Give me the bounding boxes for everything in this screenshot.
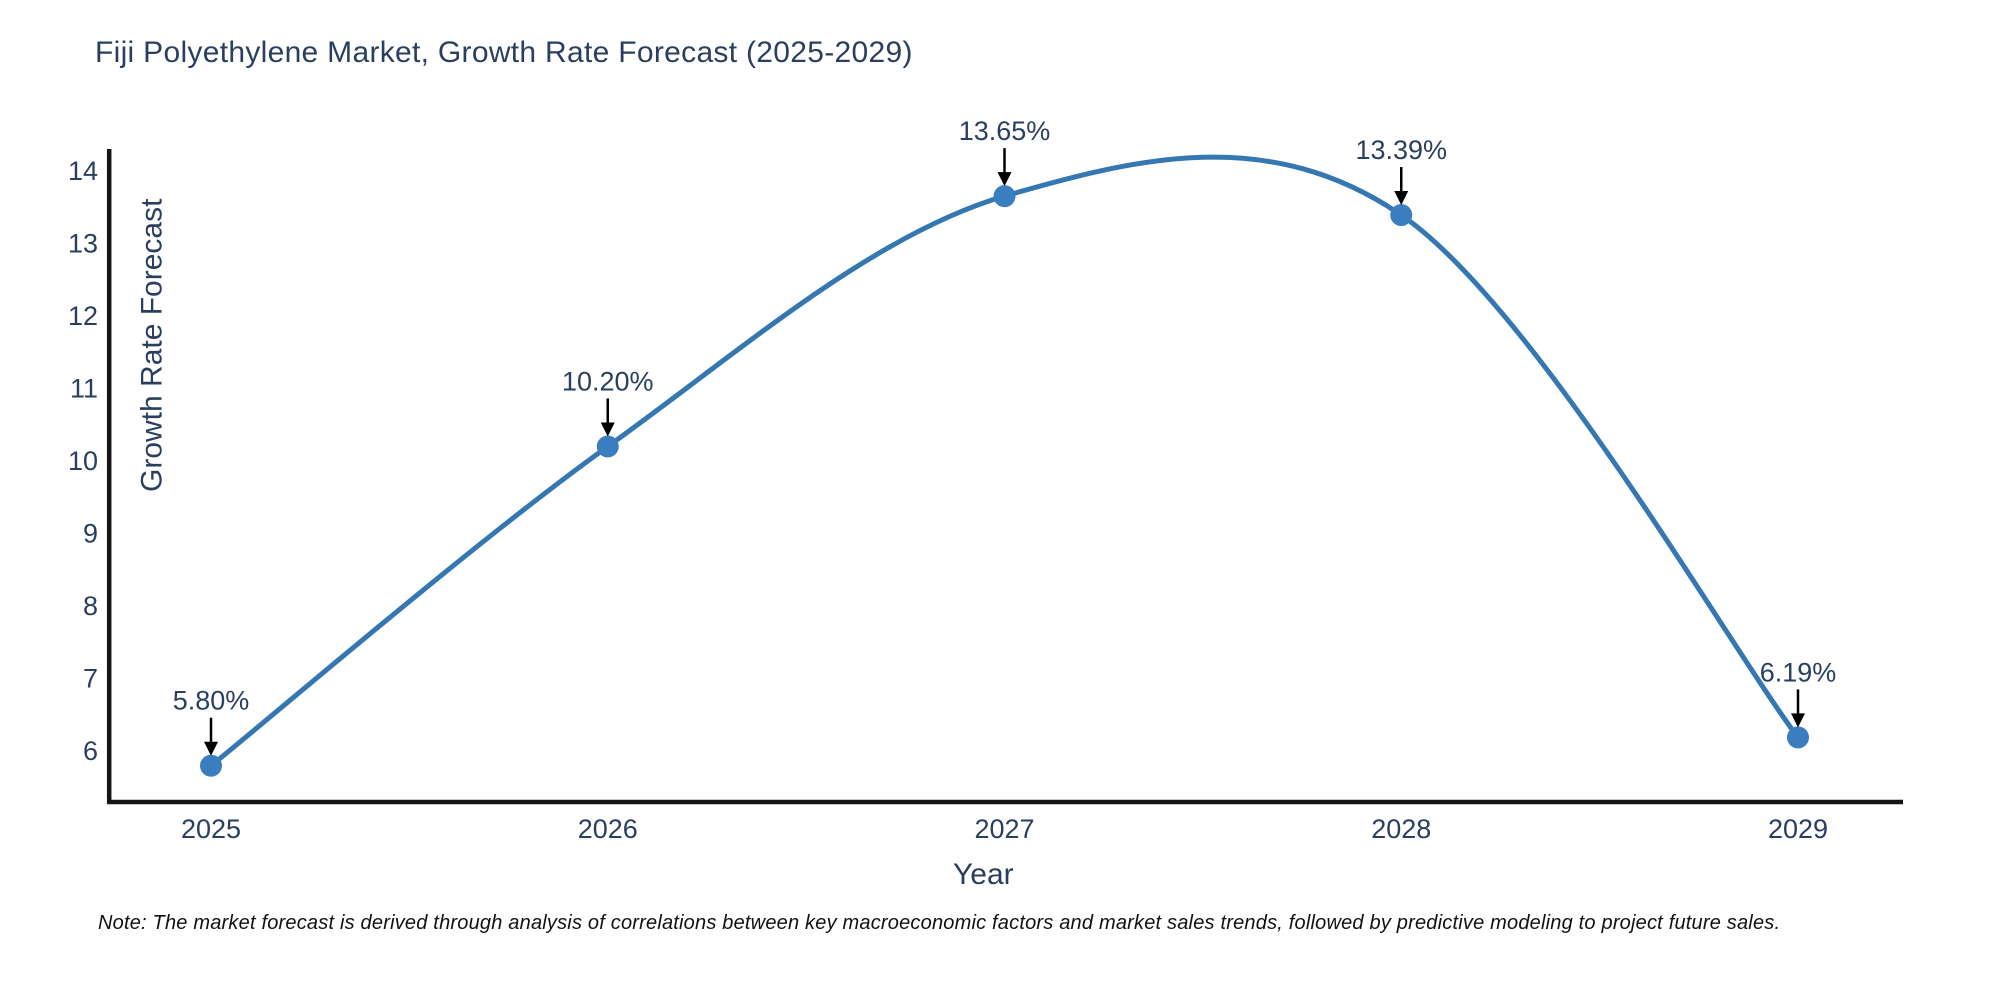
annotation-arrowhead-icon (600, 422, 615, 437)
footnote: Note: The market forecast is derived thr… (98, 912, 1781, 934)
data-point-2028[interactable] (1390, 204, 1413, 227)
y-tick-label: 7 (83, 664, 98, 694)
annotation-arrowhead-icon (204, 741, 218, 756)
data-point-2026[interactable] (596, 435, 619, 458)
y-tick-label: 6 (83, 736, 98, 766)
x-tick-label: 2029 (1768, 814, 1828, 844)
point-value-label: 13.39% (1355, 135, 1447, 165)
y-tick-label: 8 (83, 591, 98, 621)
point-value-label: 10.20% (562, 366, 654, 396)
x-tick-label: 2027 (974, 814, 1034, 844)
data-point-2029[interactable] (1787, 726, 1809, 749)
x-tick-label: 2028 (1371, 814, 1431, 844)
point-value-label: 13.65% (959, 116, 1051, 146)
x-axis-title: Year (953, 858, 1014, 891)
forecast-line (208, 154, 1801, 769)
x-tick-label: 2025 (181, 814, 241, 844)
y-tick-label: 13 (68, 228, 98, 258)
y-tick-label: 11 (70, 373, 98, 403)
y-tick-label: 14 (68, 156, 98, 186)
data-point-2027[interactable] (993, 185, 1016, 208)
chart-title: Fiji Polyethylene Market, Growth Rate Fo… (95, 36, 913, 69)
x-tick-label: 2026 (578, 814, 638, 844)
point-value-label: 6.19% (1760, 657, 1837, 687)
data-point-2025[interactable] (200, 754, 222, 777)
y-tick-label: 9 (83, 519, 98, 549)
point-value-label: 5.80% (173, 686, 250, 716)
y-tick-label: 10 (68, 446, 98, 476)
y-axis-title: Growth Rate Forecast (135, 198, 169, 492)
annotation-arrowhead-icon (997, 172, 1012, 187)
annotation-arrowhead-icon (1791, 713, 1805, 728)
annotation-arrowhead-icon (1394, 191, 1409, 206)
y-tick-label: 12 (68, 301, 98, 331)
